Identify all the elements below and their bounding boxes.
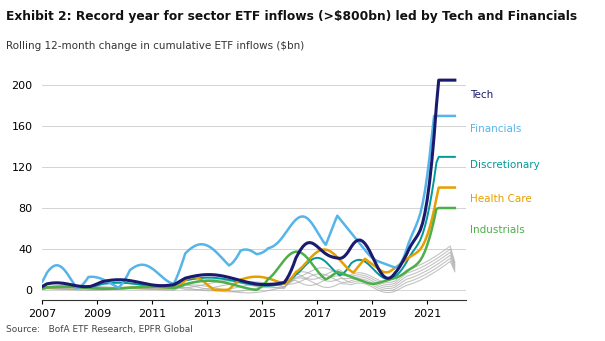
Text: Exhibit 2: Record year for sector ETF inflows (>$800bn) led by Tech and Financia: Exhibit 2: Record year for sector ETF in…	[6, 10, 577, 23]
Text: Financials: Financials	[470, 124, 522, 134]
Text: Rolling 12-month change in cumulative ETF inflows ($bn): Rolling 12-month change in cumulative ET…	[6, 41, 304, 51]
Text: Industrials: Industrials	[470, 225, 525, 235]
Text: Source:   BofA ETF Research, EPFR Global: Source: BofA ETF Research, EPFR Global	[6, 325, 193, 334]
Text: Tech: Tech	[470, 90, 493, 100]
Text: Discretionary: Discretionary	[470, 160, 540, 170]
Text: Health Care: Health Care	[470, 194, 532, 204]
